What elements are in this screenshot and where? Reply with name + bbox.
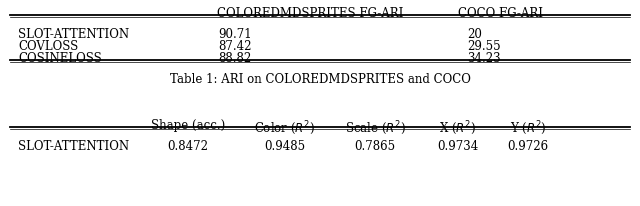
Text: Shape (acc.): Shape (acc.) [151,118,225,131]
Text: COSINELOSS: COSINELOSS [18,52,102,65]
Text: SLOT-ATTENTION: SLOT-ATTENTION [18,28,129,41]
Text: SLOT-ATTENTION: SLOT-ATTENTION [18,139,129,152]
Text: Scale ($R^2$): Scale ($R^2$) [344,118,406,136]
Text: COCO FG-ARI: COCO FG-ARI [458,7,543,20]
Text: COLOREDMDSPRITES FG-ARI: COLOREDMDSPRITES FG-ARI [217,7,403,20]
Text: Color ($R^2$): Color ($R^2$) [255,118,316,136]
Text: 0.9734: 0.9734 [437,139,479,152]
Text: 88.82: 88.82 [218,52,252,65]
Text: Y ($R^2$): Y ($R^2$) [509,118,547,136]
Text: 87.42: 87.42 [218,40,252,53]
Text: Table 1: ARI on COLOREDMDSPRITES and COCO: Table 1: ARI on COLOREDMDSPRITES and COC… [170,73,470,85]
Text: X ($R^2$): X ($R^2$) [440,118,477,136]
Text: 34.23: 34.23 [467,52,500,65]
Text: 0.9726: 0.9726 [508,139,548,152]
Text: 29.55: 29.55 [467,40,500,53]
Text: COVLOSS: COVLOSS [18,40,78,53]
Text: 90.71: 90.71 [218,28,252,41]
Text: 0.7865: 0.7865 [355,139,396,152]
Text: 0.8472: 0.8472 [168,139,209,152]
Text: 0.9485: 0.9485 [264,139,305,152]
Text: 20: 20 [467,28,482,41]
